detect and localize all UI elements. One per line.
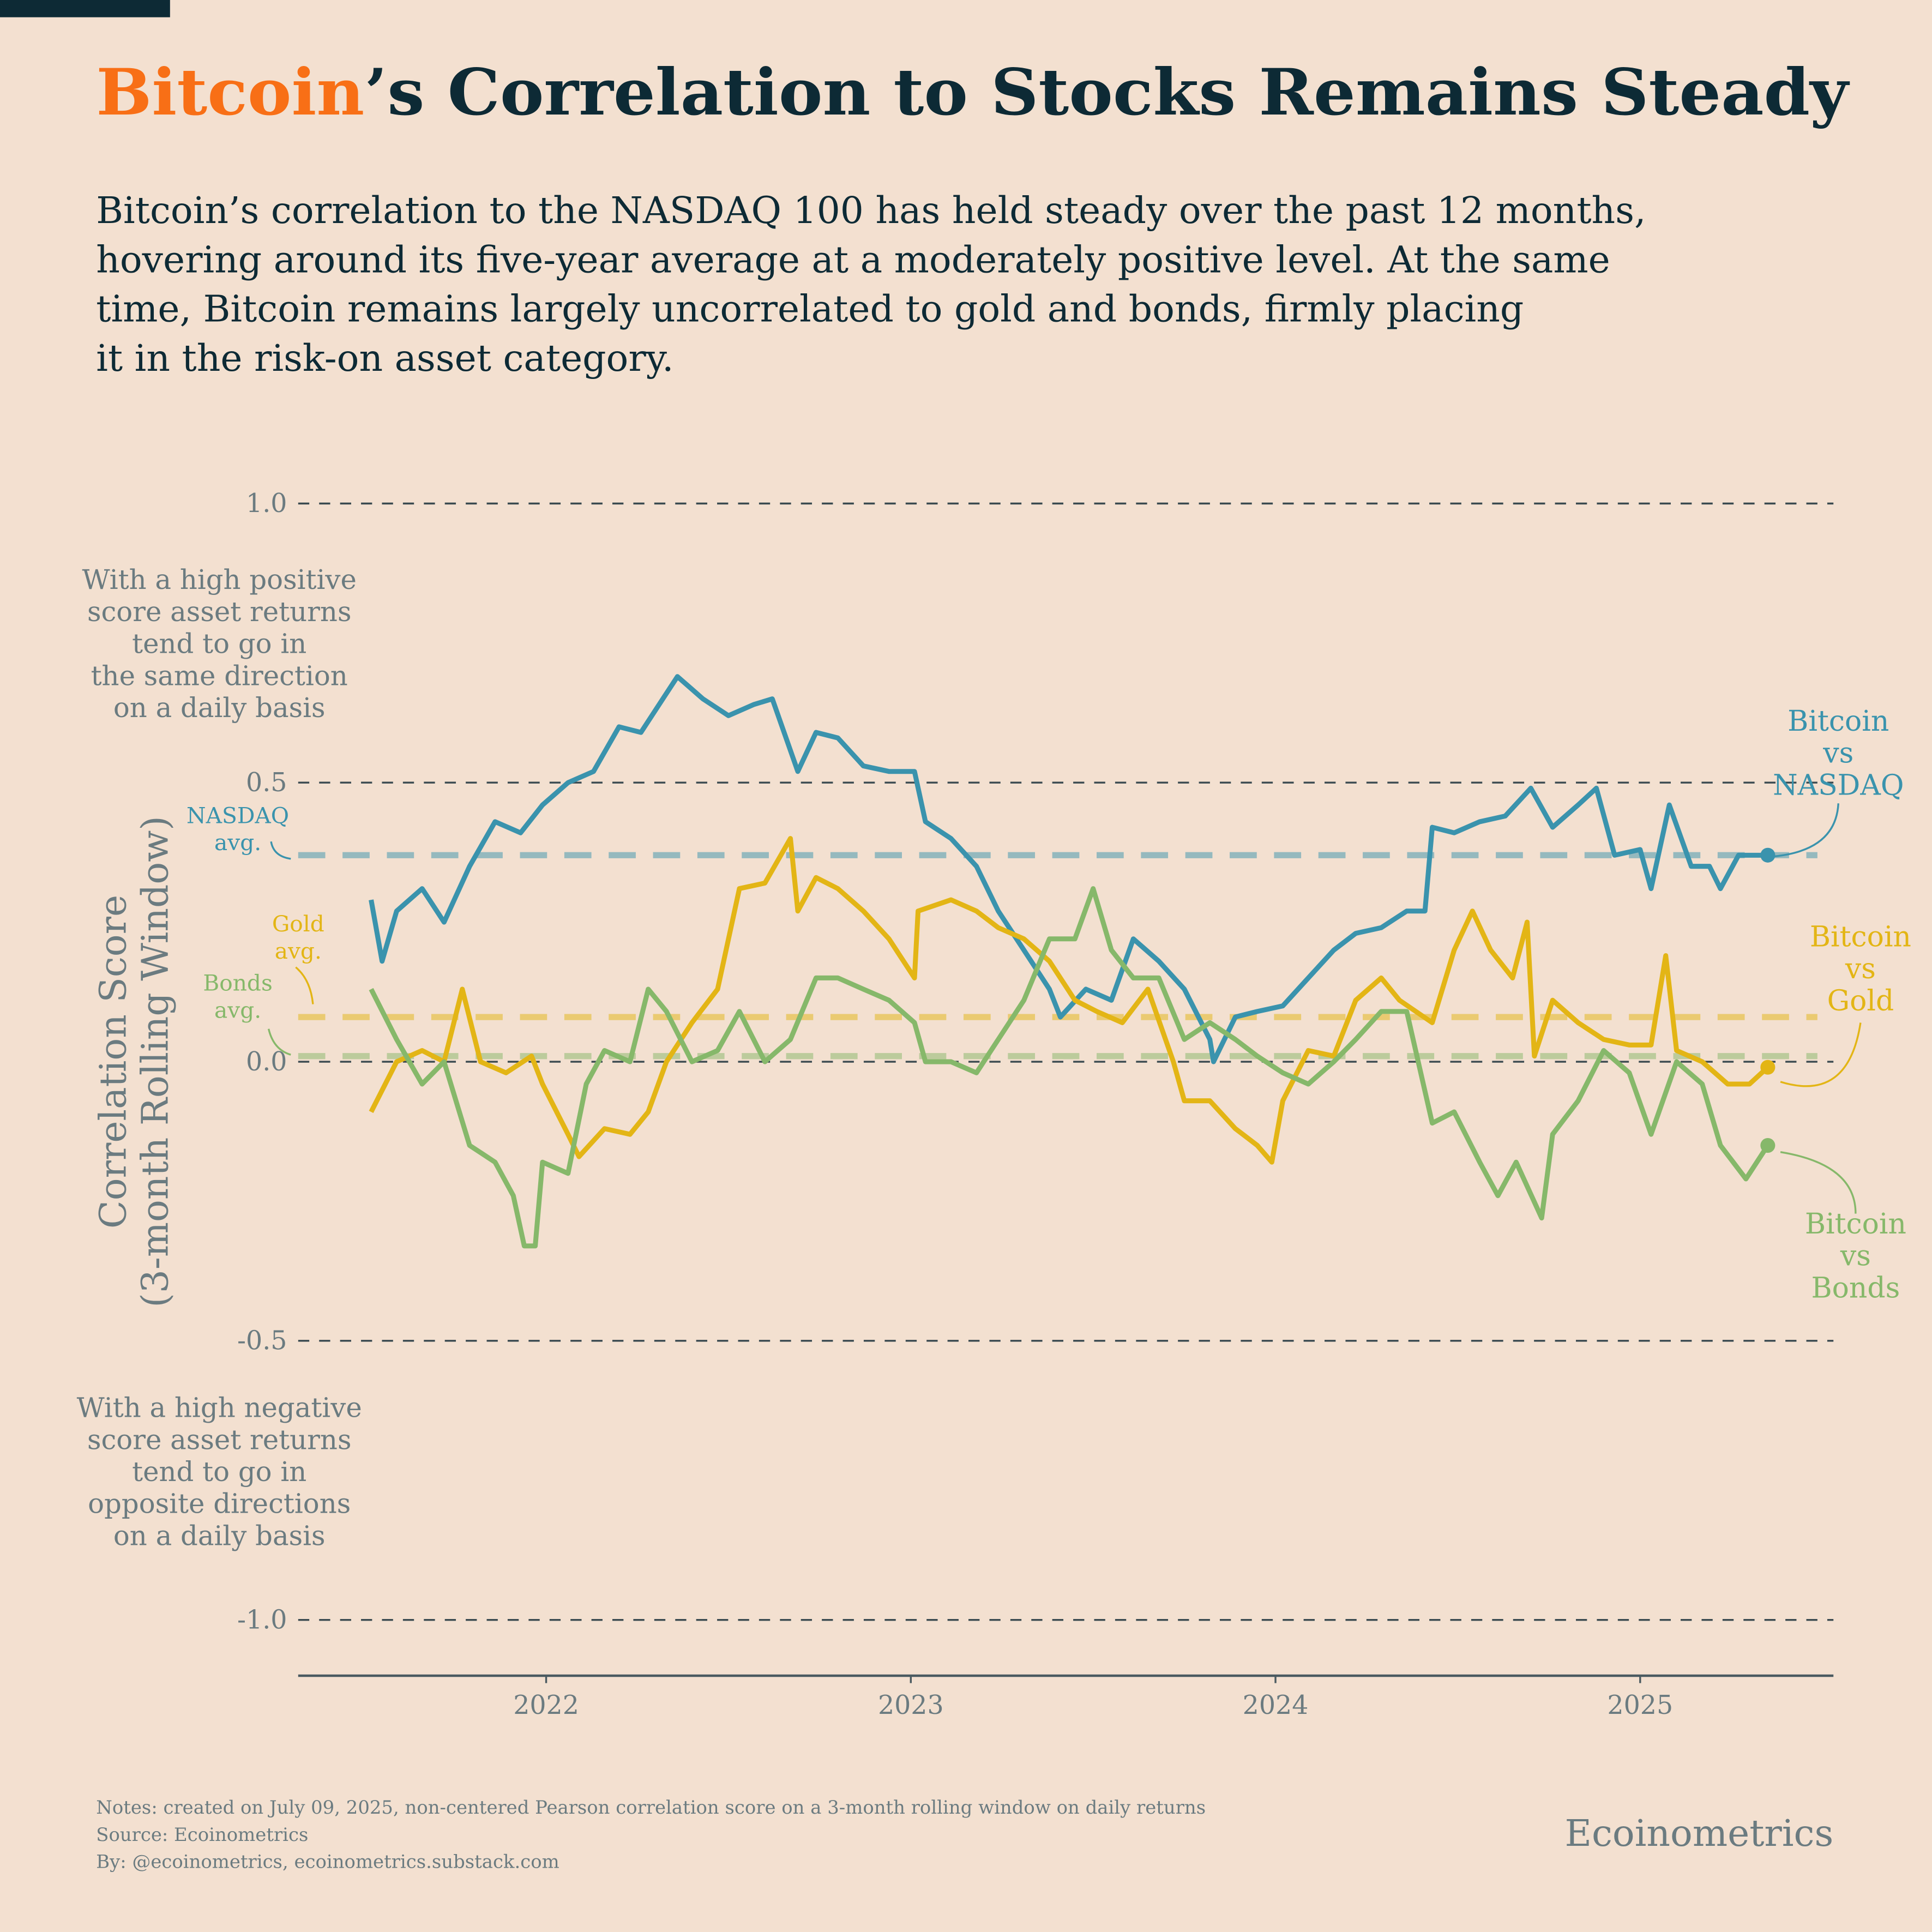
average-label: avg. <box>214 829 261 856</box>
average-label: avg. <box>214 997 261 1023</box>
annotation-line: score asset returns <box>87 1424 352 1455</box>
end-point <box>1760 1060 1775 1075</box>
series-line <box>369 674 1768 1064</box>
series-label: Bitcoin <box>1805 1208 1906 1241</box>
subtitle-line: hovering around its five-year average at… <box>96 238 1610 281</box>
y-tick-label: -0.5 <box>237 1326 287 1356</box>
series-label: Bitcoin <box>1810 920 1911 953</box>
end-point <box>1760 847 1775 863</box>
series-label: Gold <box>1827 985 1894 1018</box>
annotation-line: on a daily basis <box>113 692 326 724</box>
series-label: Bonds <box>1811 1272 1900 1304</box>
series-line <box>369 836 1770 1165</box>
title-rest: ’s Correlation to Stocks Remains Steady <box>364 55 1850 130</box>
y-tick-label: 0.5 <box>246 768 287 798</box>
annotation-line: opposite directions <box>88 1488 351 1520</box>
arrow <box>267 1028 291 1056</box>
subtitle-line: it in the risk-on asset category. <box>96 336 673 380</box>
annotation-line: tend to go in <box>132 1456 306 1488</box>
annotation-line: With a high negative <box>77 1392 362 1424</box>
arrow <box>295 966 314 1004</box>
arrow <box>1780 1151 1857 1214</box>
annotation-line: on a daily basis <box>113 1520 326 1551</box>
x-tick-label: 2022 <box>513 1690 579 1720</box>
average-label: NASDAQ <box>186 802 289 828</box>
annotation-line: the same direction <box>91 660 348 691</box>
series-line <box>369 886 1770 1249</box>
x-tick-label: 2023 <box>878 1690 944 1720</box>
annotation-line: score asset returns <box>87 596 352 628</box>
y-axis-label-line: (3-month Rolling Window) <box>133 816 176 1307</box>
annotation-line: tend to go in <box>132 628 306 660</box>
average-label: avg. <box>275 938 322 964</box>
y-axis-label-line: Correlation Score <box>91 895 134 1229</box>
note-line: By: @ecoinometrics, ecoinometrics.substa… <box>96 1851 559 1873</box>
chart-title: Bitcoin’s Correlation to Stocks Remains … <box>96 55 1850 130</box>
note-line: Source: Ecoinometrics <box>96 1824 308 1845</box>
series-label: vs <box>1845 953 1876 985</box>
series-label: vs <box>1822 737 1853 770</box>
annotation-line: With a high positive <box>82 564 357 595</box>
series-label: vs <box>1840 1240 1871 1273</box>
series-label: NASDAQ <box>1773 769 1904 802</box>
y-tick-label: 0.0 <box>246 1047 287 1077</box>
arrow <box>1780 1022 1862 1087</box>
brand: Ecoinometrics <box>1565 1811 1834 1855</box>
y-tick-label: 1.0 <box>246 489 287 519</box>
corner-bar <box>0 0 170 17</box>
title-highlight: Bitcoin <box>96 55 364 130</box>
end-point <box>1760 1137 1775 1153</box>
y-axis-label: Correlation Score(3-month Rolling Window… <box>91 816 176 1307</box>
y-tick-label: -1.0 <box>237 1605 287 1635</box>
subtitle-line: time, Bitcoin remains largely uncorrelat… <box>96 287 1524 330</box>
average-label: Gold <box>272 911 324 937</box>
subtitle-line: Bitcoin’s correlation to the NASDAQ 100 … <box>96 189 1646 232</box>
series-label: Bitcoin <box>1787 705 1889 738</box>
arrow <box>270 841 291 860</box>
x-tick-label: 2024 <box>1243 1690 1309 1720</box>
note-line: Notes: created on July 09, 2025, non-cen… <box>96 1797 1206 1818</box>
x-tick-label: 2025 <box>1607 1690 1673 1720</box>
average-label: Bonds <box>203 970 272 996</box>
